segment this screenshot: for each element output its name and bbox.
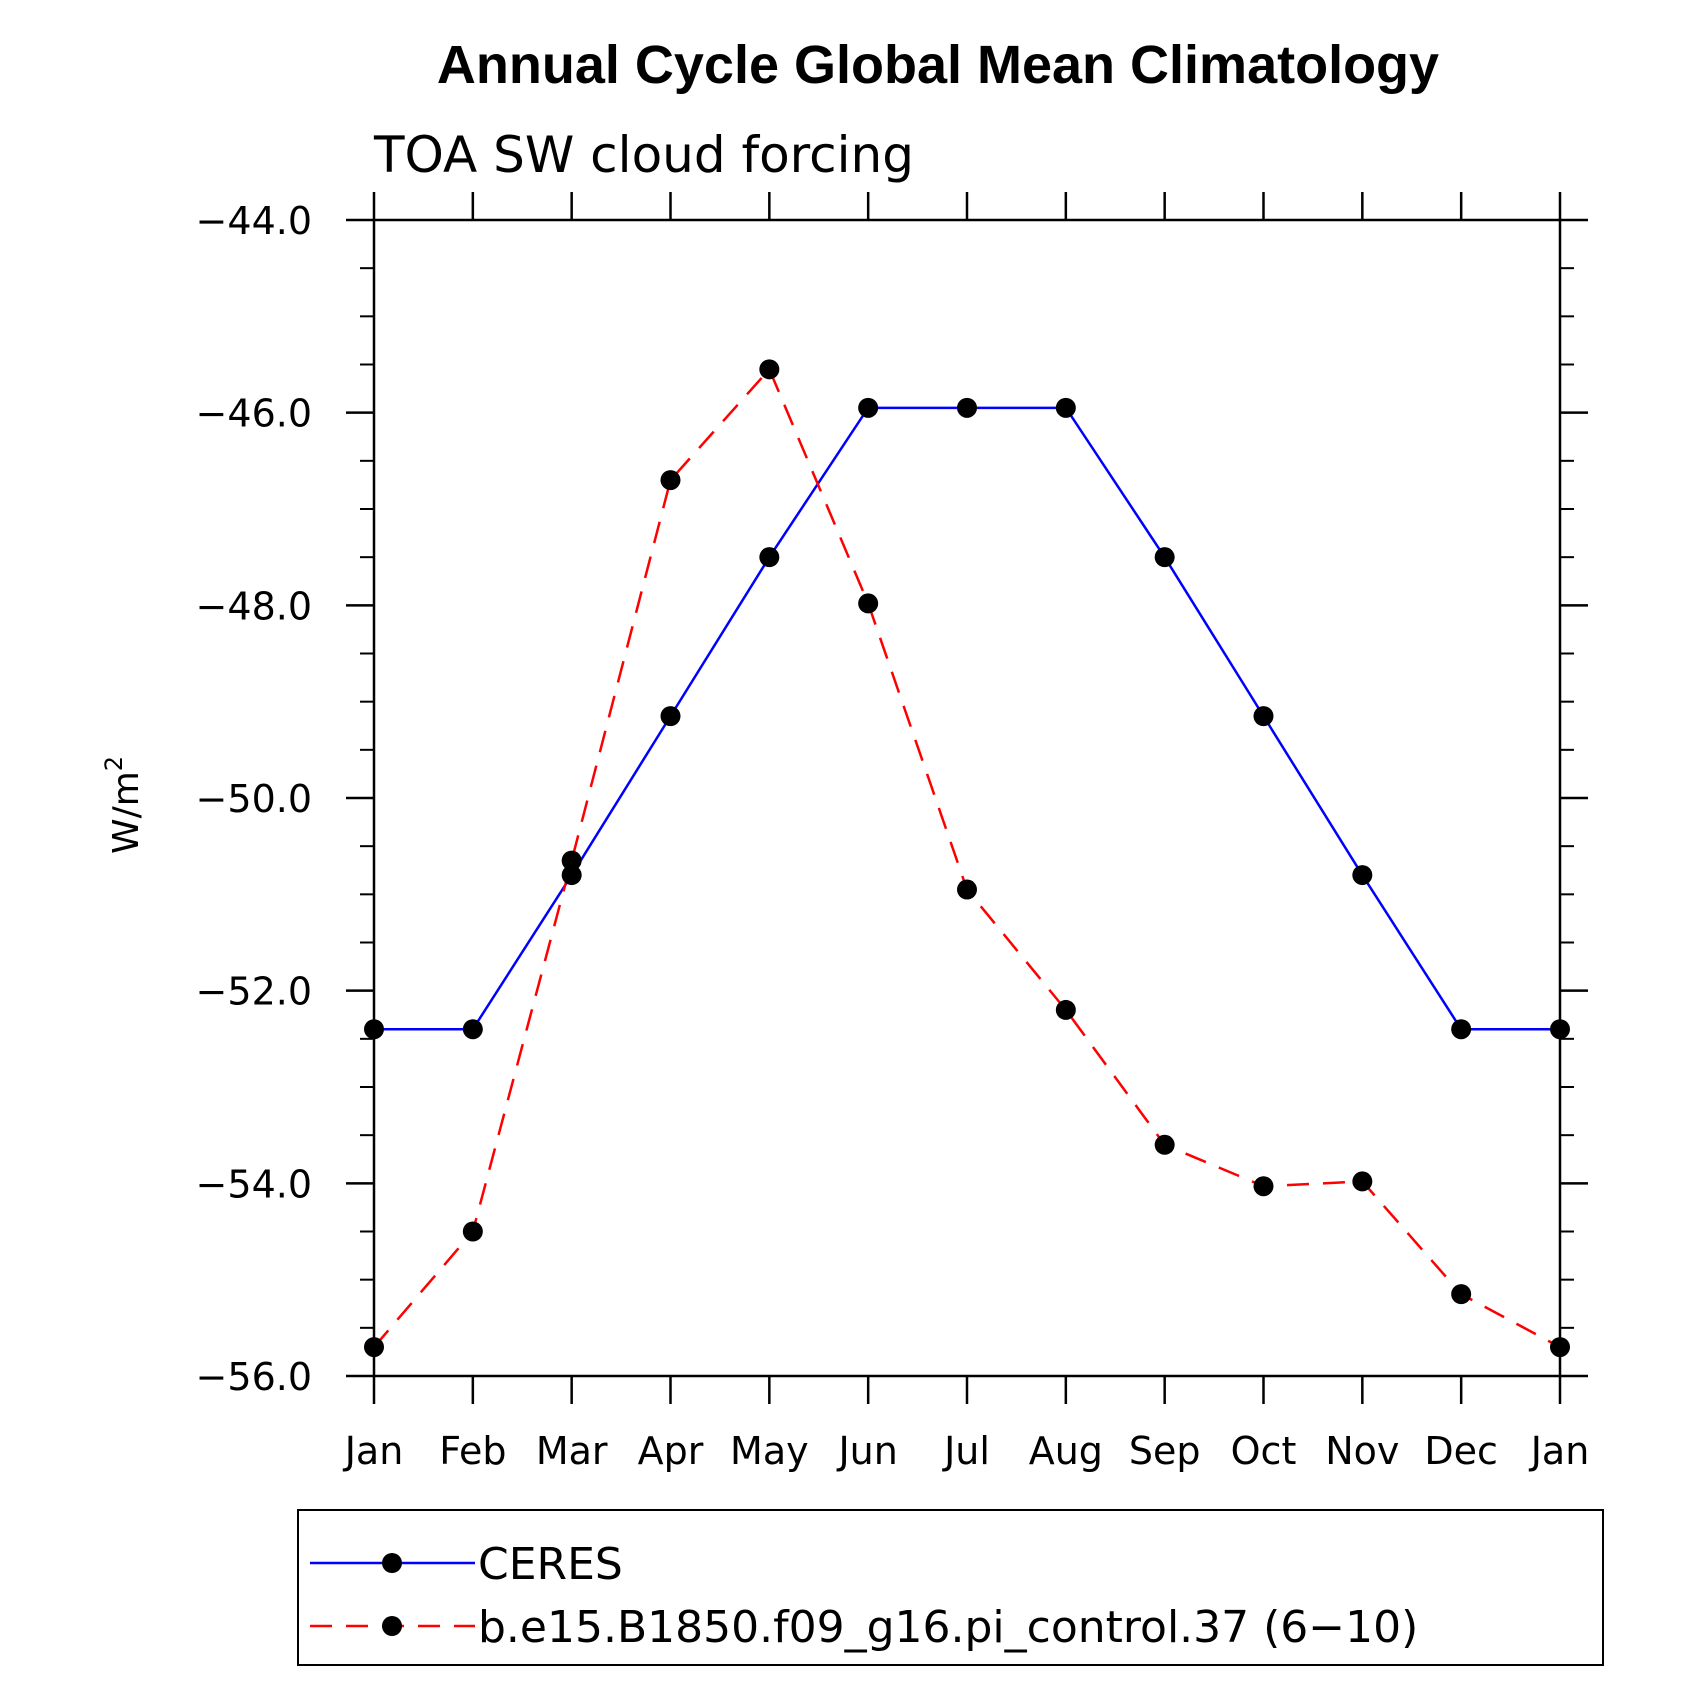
plot-frame bbox=[372, 218, 1562, 1378]
data-point-series-2 bbox=[1253, 1176, 1274, 1197]
series-line-2 bbox=[373, 367, 1561, 1349]
data-point-series-1 bbox=[364, 1019, 384, 1040]
x-tick-label: Nov bbox=[1325, 1429, 1399, 1473]
legend-label-2: b.e15.B1850.f09_g16.pi_control.37 (6−10) bbox=[478, 1602, 1418, 1653]
axis-ticks bbox=[346, 192, 1588, 1404]
legend-entries: CERES b.e15.B1850.f09_g16.pi_control.37 (… bbox=[310, 1539, 1418, 1653]
legend: CERES b.e15.B1850.f09_g16.pi_control.37 (… bbox=[297, 1509, 1604, 1666]
data-point-series-1 bbox=[1253, 706, 1274, 727]
data-point-series-2 bbox=[364, 1337, 384, 1358]
x-tick-label: Dec bbox=[1424, 1429, 1498, 1473]
x-tick-label: Jan bbox=[343, 1429, 404, 1473]
y-axis-label-superscript: 2 bbox=[100, 756, 128, 771]
x-tick-label: Mar bbox=[536, 1429, 608, 1473]
data-point-series-1 bbox=[759, 547, 780, 568]
y-tick-label: −50.0 bbox=[196, 777, 312, 821]
data-point-series-2 bbox=[1550, 1337, 1570, 1358]
data-point-series-2 bbox=[957, 879, 977, 900]
x-tick-label: Jul bbox=[942, 1429, 990, 1473]
data-point-series-1 bbox=[1451, 1019, 1472, 1040]
data-point-series-2 bbox=[561, 850, 582, 871]
legend-box bbox=[297, 1509, 1604, 1666]
x-tick-label: May bbox=[730, 1429, 809, 1473]
x-tick-label: Jan bbox=[1529, 1429, 1590, 1473]
y-axis-label-unit: W/m bbox=[106, 771, 147, 854]
data-point-series-2 bbox=[1154, 1134, 1175, 1155]
data-point-series-2 bbox=[858, 593, 879, 614]
data-point-series-2 bbox=[1352, 1171, 1373, 1192]
x-tick-label: Jun bbox=[836, 1429, 897, 1473]
data-point-series-1 bbox=[858, 397, 879, 418]
data-point-series-2 bbox=[660, 470, 681, 491]
x-tick-label: Sep bbox=[1129, 1429, 1201, 1473]
legend-marker-2 bbox=[382, 1616, 402, 1636]
x-tick-labels: Jan Feb Mar Apr May Jun Jul Aug Sep Oct Nov Dec Jan bbox=[343, 1429, 1590, 1473]
data-point-series-1 bbox=[1352, 865, 1373, 886]
y-tick-label: −46.0 bbox=[196, 392, 312, 436]
y-tick-label: −56.0 bbox=[196, 1355, 312, 1399]
data-point-series-1 bbox=[1550, 1019, 1570, 1040]
data-point-series-2 bbox=[1451, 1284, 1472, 1305]
data-point-series-1 bbox=[462, 1019, 483, 1040]
y-tick-label: −44.0 bbox=[196, 199, 312, 243]
legend-marker-1 bbox=[382, 1553, 402, 1573]
data-point-series-2 bbox=[462, 1221, 483, 1242]
legend-label-1: CERES bbox=[478, 1539, 623, 1590]
data-point-series-1 bbox=[1154, 547, 1175, 568]
y-axis-label: W/m2 bbox=[100, 756, 147, 854]
x-tick-label: Aug bbox=[1029, 1429, 1103, 1473]
data-point-series-1 bbox=[660, 706, 681, 727]
series-markers bbox=[364, 359, 1570, 1358]
y-tick-label: −52.0 bbox=[196, 970, 312, 1014]
y-tick-label: −48.0 bbox=[196, 584, 312, 628]
data-point-series-1 bbox=[561, 865, 582, 886]
x-tick-label: Oct bbox=[1231, 1429, 1297, 1473]
data-point-series-1 bbox=[1055, 397, 1076, 418]
y-tick-labels: −44.0 −46.0 −48.0 −50.0 −52.0 −54.0 −56.0 bbox=[196, 199, 312, 1399]
series-line-1 bbox=[374, 406, 1560, 1031]
chart-title: Annual Cycle Global Mean Climatology bbox=[437, 35, 1439, 95]
data-point-series-2 bbox=[759, 359, 780, 380]
x-tick-label: Feb bbox=[439, 1429, 506, 1473]
data-point-series-2 bbox=[1055, 999, 1076, 1020]
data-point-series-1 bbox=[957, 397, 977, 418]
y-tick-label: −54.0 bbox=[196, 1162, 312, 1206]
series-lines bbox=[373, 367, 1561, 1349]
chart-subtitle: TOA SW cloud forcing bbox=[373, 126, 914, 184]
x-tick-label: Apr bbox=[638, 1429, 704, 1473]
